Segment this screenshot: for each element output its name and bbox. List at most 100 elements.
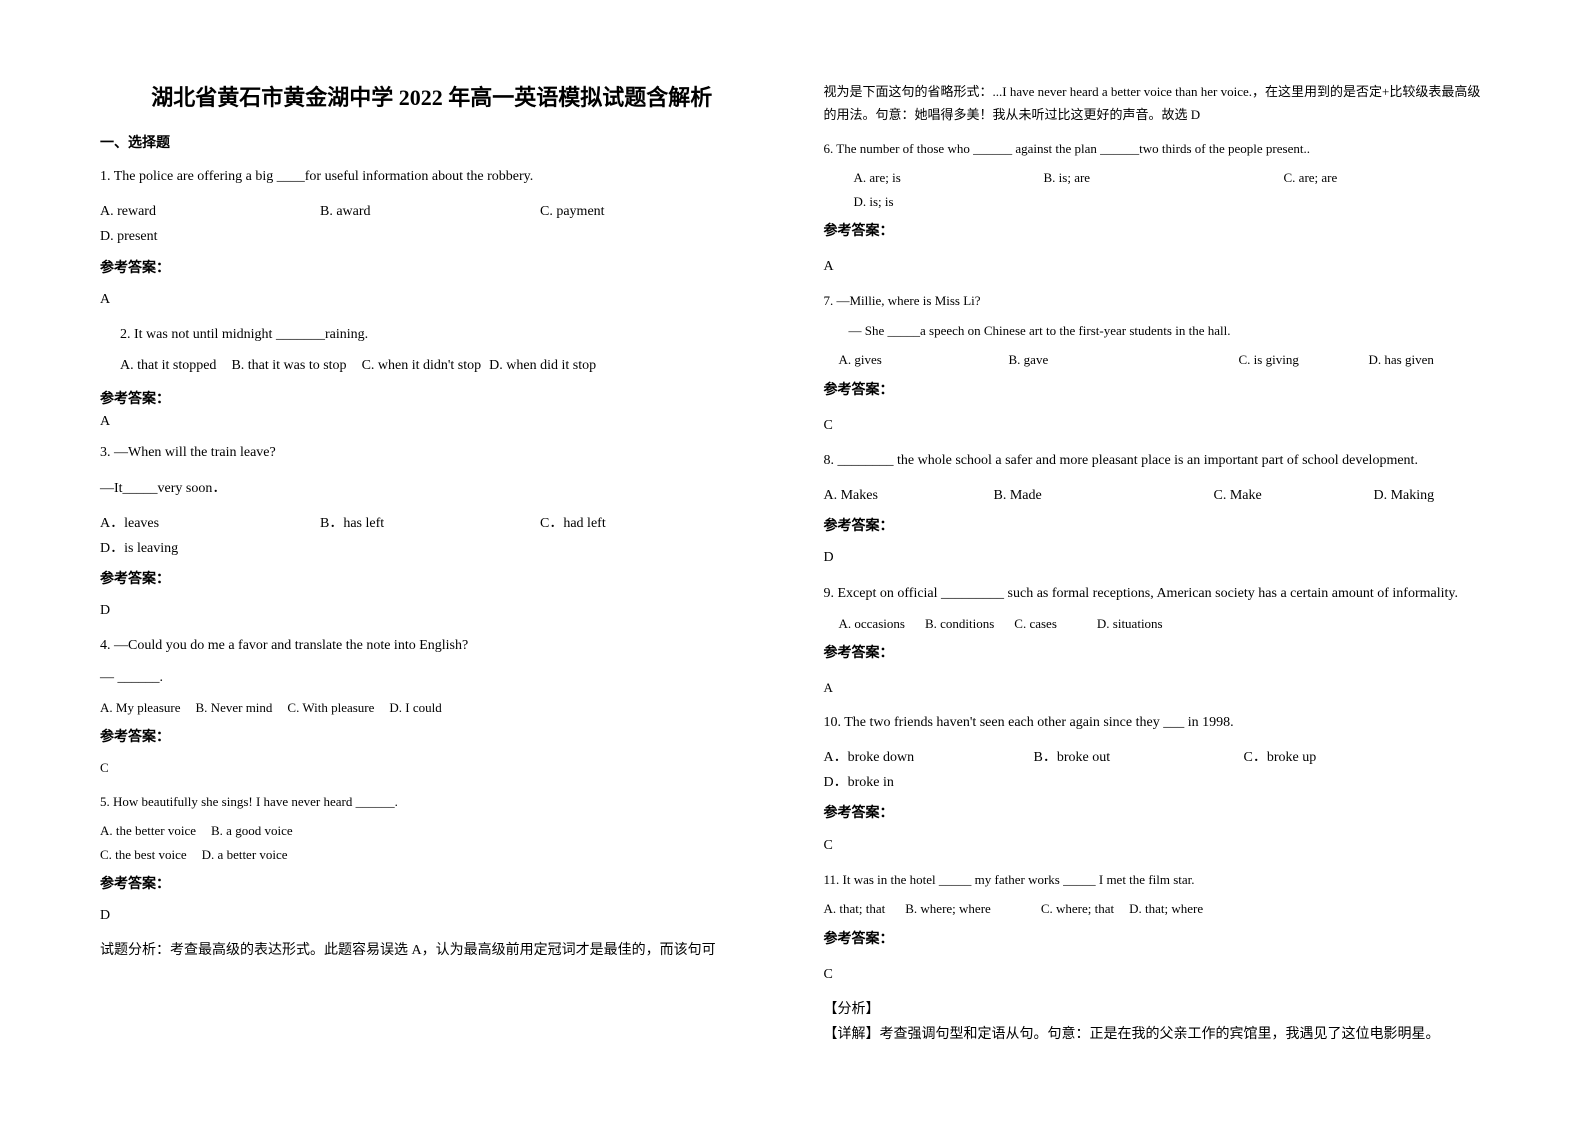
option-a: A. reward xyxy=(100,199,240,224)
options: A. Makes B. Made C. Make D. Making xyxy=(824,483,1488,508)
option-d: D. has given xyxy=(1369,348,1434,371)
answer-label: 参考答案： xyxy=(100,256,764,281)
option-c: C. payment xyxy=(540,199,680,224)
answer-label: 参考答案： xyxy=(824,219,1488,244)
option-c: C. are; are xyxy=(1284,166,1374,189)
answer-label: 参考答案： xyxy=(824,641,1488,666)
question-text: 8. ________ the whole school a safer and… xyxy=(824,448,1488,473)
option-d: D. situations xyxy=(1097,612,1163,635)
options: A. the better voice B. a good voice C. th… xyxy=(100,819,764,866)
answer-value: A xyxy=(824,676,1488,699)
option-d: D. that; where xyxy=(1129,897,1203,920)
answer-value: D xyxy=(100,903,764,928)
question-text: 7. —Millie, where is Miss Li? xyxy=(824,289,1488,312)
options: A. reward B. award C. payment D. present xyxy=(100,199,764,249)
option-a: A．leaves xyxy=(100,511,240,536)
option-c: C. Make xyxy=(1214,483,1334,508)
question-10: 10. The two friends haven't seen each ot… xyxy=(824,710,1488,858)
question-5: 5. How beautifully she sings! I have nev… xyxy=(100,790,764,964)
option-d: D. present xyxy=(100,224,240,249)
answer-value: C xyxy=(824,413,1488,438)
continuation-text: 视为是下面这句的省略形式：...I have never heard a bet… xyxy=(824,80,1488,127)
answer-value: D xyxy=(100,598,764,623)
question-text: — She _____a speech on Chinese art to th… xyxy=(824,319,1488,342)
option-a: A. are; is xyxy=(854,166,1004,189)
option-b: B. Never mind xyxy=(196,696,273,719)
option-b: B. is; are xyxy=(1044,166,1244,189)
options: A. are; is B. is; are C. are; are D. is;… xyxy=(824,166,1488,213)
option-d: D. is; is xyxy=(854,190,894,213)
question-text: 11. It was in the hotel _____ my father … xyxy=(824,868,1488,891)
question-text: 1. The police are offering a big ____for… xyxy=(100,164,764,189)
options: A．leaves B．has left C．had left D．is leav… xyxy=(100,511,764,561)
question-text: —It_____very soon． xyxy=(100,476,764,501)
option-a: A. the better voice xyxy=(100,823,196,838)
question-6: 6. The number of those who ______ agains… xyxy=(824,137,1488,280)
option-c: C. when it didn't stop xyxy=(362,353,482,378)
option-c: C．broke up xyxy=(1244,745,1414,770)
answer-value: C xyxy=(824,962,1488,987)
answer-value: A xyxy=(100,287,764,312)
options: A. occasions B. conditions C. cases D. s… xyxy=(824,612,1488,635)
left-column: 湖北省黄石市黄金湖中学 2022 年高一英语模拟试题含解析 一、选择题 1. T… xyxy=(100,80,764,1057)
option-b: B. a good voice xyxy=(211,823,293,838)
answer-label: 参考答案： xyxy=(100,388,764,408)
option-d: D．is leaving xyxy=(100,536,240,561)
question-text: 4. —Could you do me a favor and translat… xyxy=(100,633,764,658)
option-a: A. gives xyxy=(839,348,969,371)
option-b: B．has left xyxy=(320,511,460,536)
option-a: A．broke down xyxy=(824,745,994,770)
answer-label: 参考答案： xyxy=(100,567,764,592)
option-d: D．broke in xyxy=(824,770,894,795)
option-b: B. Made xyxy=(994,483,1174,508)
page-container: 湖北省黄石市黄金湖中学 2022 年高一英语模拟试题含解析 一、选择题 1. T… xyxy=(100,80,1487,1057)
options: A. My pleasure B. Never mind C. With ple… xyxy=(100,696,764,719)
answer-value: D xyxy=(824,545,1488,570)
question-9: 9. Except on official _________ such as … xyxy=(824,581,1488,700)
question-7: 7. —Millie, where is Miss Li? — She ____… xyxy=(824,289,1488,438)
option-c: C．had left xyxy=(540,511,680,536)
option-d: D. I could xyxy=(389,696,441,719)
option-b: B. that it was to stop xyxy=(231,353,346,378)
question-text: 5. How beautifully she sings! I have nev… xyxy=(100,790,764,813)
question-4: 4. —Could you do me a favor and translat… xyxy=(100,633,764,779)
question-1: 1. The police are offering a big ____for… xyxy=(100,164,764,312)
option-a: A. that it stopped xyxy=(120,353,216,378)
page-title: 湖北省黄石市黄金湖中学 2022 年高一英语模拟试题含解析 xyxy=(100,80,764,112)
question-2: 2. It was not until midnight _______rain… xyxy=(100,322,764,378)
question-text: 10. The two friends haven't seen each ot… xyxy=(824,710,1488,735)
question-text: 2. It was not until midnight _______rain… xyxy=(120,322,764,347)
question-text: 3. —When will the train leave? xyxy=(100,440,764,465)
options: A. gives B. gave C. is giving D. has giv… xyxy=(824,348,1488,371)
option-b: B. where; where xyxy=(905,897,991,920)
answer-label: 参考答案： xyxy=(100,872,764,897)
question-text: 9. Except on official _________ such as … xyxy=(824,581,1488,606)
question-3: 3. —When will the train leave? —It_____v… xyxy=(100,440,764,623)
right-column: 视为是下面这句的省略形式：...I have never heard a bet… xyxy=(824,80,1488,1057)
answer-value: C xyxy=(824,833,1488,858)
answer-value: A xyxy=(100,414,764,430)
answer-value: C xyxy=(100,756,764,779)
option-d: D. Making xyxy=(1374,483,1435,508)
analysis-text: 试题分析：考查最高级的表达形式。此题容易误选 A，认为最高级前用定冠词才是最佳的… xyxy=(100,938,764,963)
question-text: — ______. xyxy=(100,665,764,690)
option-c: C. With pleasure xyxy=(287,696,374,719)
option-b: B. gave xyxy=(1009,348,1199,371)
section-header: 一、选择题 xyxy=(100,132,764,152)
option-c: C. where; that xyxy=(1041,897,1114,920)
answer-label: 参考答案： xyxy=(100,725,764,750)
option-a: A. occasions xyxy=(839,612,905,635)
option-a: A. My pleasure xyxy=(100,696,181,719)
answer-label: 参考答案： xyxy=(824,927,1488,952)
options: A. that it stopped B. that it was to sto… xyxy=(120,353,764,378)
option-c: C. is giving xyxy=(1239,348,1329,371)
question-11: 11. It was in the hotel _____ my father … xyxy=(824,868,1488,1048)
option-a: A. Makes xyxy=(824,483,954,508)
option-c: C. the best voice xyxy=(100,847,187,862)
option-d: D. a better voice xyxy=(202,847,288,862)
question-text: 6. The number of those who ______ agains… xyxy=(824,137,1488,160)
analysis-text: 【详解】考查强调句型和定语从句。句意：正是在我的父亲工作的宾馆里，我遇见了这位电… xyxy=(824,1022,1488,1047)
answer-label: 参考答案： xyxy=(824,378,1488,403)
option-c: C. cases xyxy=(1014,612,1057,635)
answer-label: 参考答案： xyxy=(824,514,1488,539)
